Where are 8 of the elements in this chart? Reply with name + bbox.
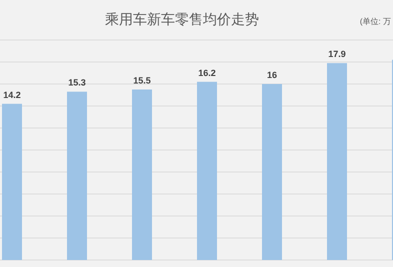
text: (单位: 万 bbox=[360, 17, 391, 26]
data-label: 15.3 bbox=[68, 78, 86, 88]
data-label: 16.2 bbox=[198, 68, 216, 78]
data-label: 16 bbox=[266, 70, 278, 80]
data-label: 14.2 bbox=[3, 90, 21, 100]
chart-title: 乘用车新车零售均价走势 bbox=[105, 11, 259, 27]
data-label: 17.9 bbox=[328, 49, 346, 60]
data-label: 15.5 bbox=[133, 76, 151, 86]
